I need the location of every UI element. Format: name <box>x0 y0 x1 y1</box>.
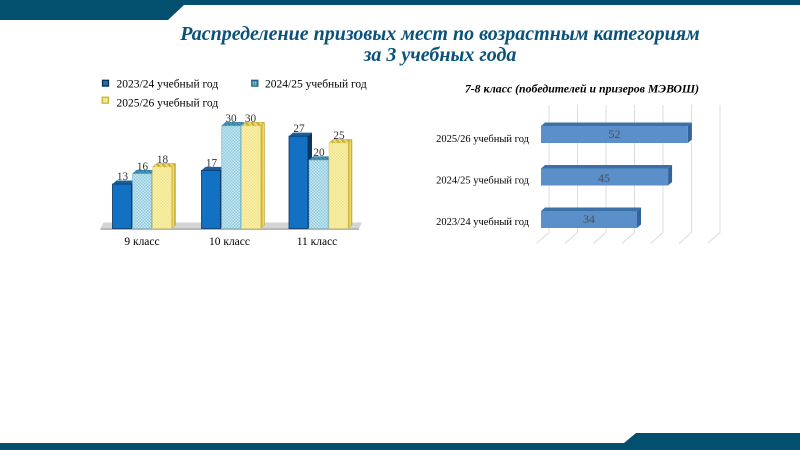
svg-text:18: 18 <box>157 154 169 166</box>
svg-text:30: 30 <box>225 113 237 125</box>
svg-text:2023/24 учебный год: 2023/24 учебный год <box>117 79 219 91</box>
svg-text:45: 45 <box>598 171 610 185</box>
svg-text:10 класс: 10 класс <box>209 236 250 248</box>
svg-text:2024/25 учебный год: 2024/25 учебный год <box>265 79 367 91</box>
svg-text:2025/26 учебный год: 2025/26 учебный год <box>117 98 219 110</box>
svg-text:2024/25 учебный год: 2024/25 учебный год <box>436 176 529 187</box>
svg-text:за 3 учебных года: за 3 учебных года <box>363 44 517 66</box>
svg-text:11 класс: 11 класс <box>297 236 338 248</box>
svg-text:20: 20 <box>313 147 325 159</box>
svg-text:13: 13 <box>117 171 129 183</box>
svg-text:34: 34 <box>583 212 595 226</box>
svg-text:2023/24 учебный год: 2023/24 учебный год <box>436 217 529 228</box>
svg-text:16: 16 <box>137 161 149 173</box>
svg-text:9 класс: 9 класс <box>124 236 159 248</box>
svg-text:7-8 класс (победителей и призе: 7-8 класс (победителей и призеров МЭВОШ) <box>465 82 699 96</box>
svg-text:25: 25 <box>333 130 345 142</box>
svg-text:27: 27 <box>293 123 305 135</box>
svg-text:17: 17 <box>206 157 218 169</box>
svg-text:30: 30 <box>245 113 257 125</box>
svg-text:52: 52 <box>609 127 621 141</box>
svg-text:2025/26 учебный год: 2025/26 учебный год <box>436 134 529 145</box>
svg-text:Распределение призовых мест по: Распределение призовых мест по возрастны… <box>179 23 700 45</box>
